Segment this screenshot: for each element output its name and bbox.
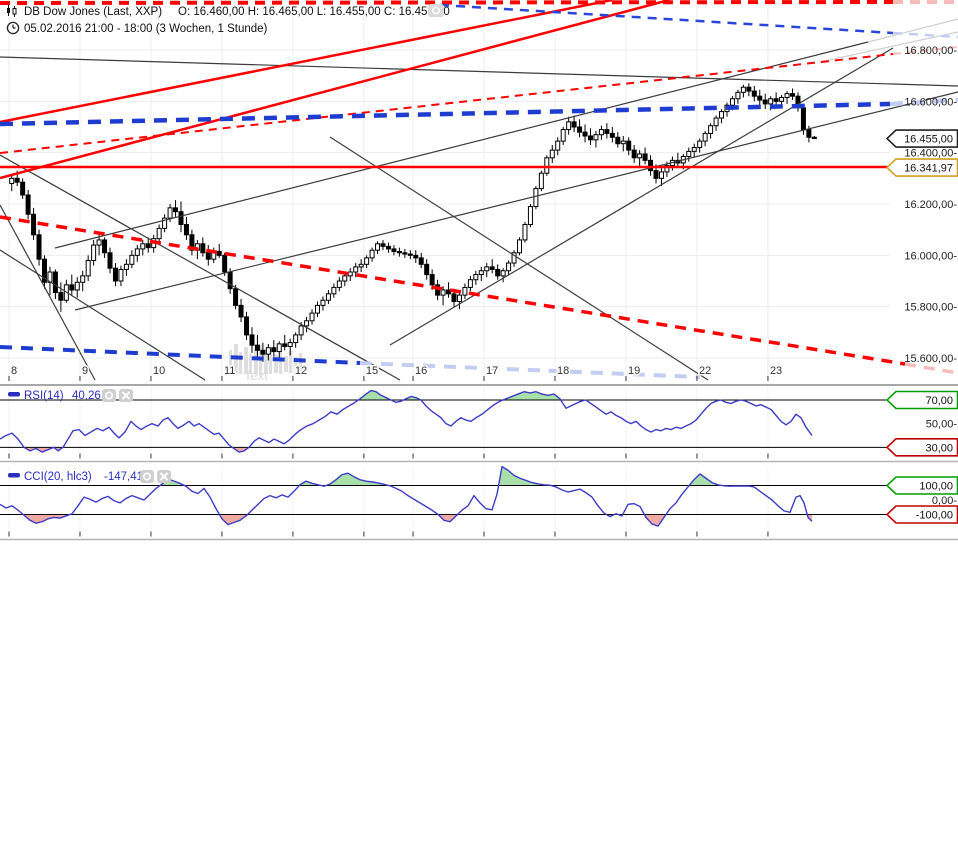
trendline[interactable] [54, 41, 869, 249]
trendline[interactable] [867, 18, 958, 43]
time-axis-label: 15 [366, 365, 378, 377]
trendline[interactable] [0, 0, 670, 180]
svg-text:16.341,97: 16.341,97 [904, 163, 953, 175]
rsi-close-button[interactable] [119, 389, 133, 402]
gridlines [0, 0, 890, 529]
candlestick-icon [7, 5, 17, 17]
price-axis-label: 15.800,00- [904, 302, 957, 314]
trendline[interactable] [74, 91, 958, 311]
time-axis-label: 19 [628, 365, 640, 377]
snapshot-button[interactable] [428, 4, 444, 17]
time-range-readout: 05.02.2016 21:00 - 18:00 (3 Wochen, 1 St… [24, 23, 268, 35]
trendline[interactable] [0, 53, 894, 154]
cci-mid-label: 0,00- [932, 495, 957, 507]
last-price-tag: 16.455,00 [885, 129, 958, 148]
time-axis-label: 22 [699, 365, 711, 377]
ohlc-readout: O: 16.460,00 H: 16.465,00 L: 16.455,00 C… [178, 6, 450, 18]
price-axis-label: 16.600,00- [904, 96, 957, 108]
time-axis-label: 12 [295, 365, 307, 377]
time-axis-label: 18 [557, 365, 569, 377]
svg-text:16.455,00: 16.455,00 [904, 134, 953, 146]
rsi-settings-button[interactable] [102, 389, 116, 402]
time-axis-label: 23 [770, 365, 782, 377]
trendlines[interactable] [0, 0, 958, 381]
trendline[interactable] [892, 31, 958, 39]
svg-text:30,00: 30,00 [925, 442, 953, 454]
rsi-upper-tag: 70,00 [885, 390, 958, 410]
trendline[interactable] [819, 31, 958, 63]
svg-text:70,00: 70,00 [925, 395, 953, 407]
time-axis-label: 17 [486, 365, 498, 377]
trendline[interactable] [0, 345, 361, 365]
price-axis-label: 16.400,00- [904, 148, 957, 160]
svg-text:Text: Text [244, 368, 268, 383]
clock-icon [6, 21, 20, 35]
cci-legend: CCI(20, hlc3) -147,41 [8, 470, 171, 483]
trendline[interactable] [0, 249, 206, 381]
price-axis-label: 16.000,00- [904, 250, 957, 262]
trendline[interactable] [889, 97, 958, 107]
time-axis-label: 9 [82, 365, 88, 377]
chart-header: DB Dow Jones (Last, XXP) O: 16.460,00 H:… [6, 4, 450, 35]
trendline[interactable] [0, 0, 894, 5]
svg-text:100,00: 100,00 [919, 481, 953, 493]
price-axis-label: 16.200,00- [904, 199, 957, 211]
price-axis-label: 16.800,00- [904, 45, 957, 57]
price-axis-label: 15.600,00- [904, 353, 957, 365]
trendline[interactable] [329, 136, 709, 381]
rsi-label: RSI(14) [24, 390, 64, 402]
rsi-line-swatch [8, 392, 20, 397]
rsi-mid-label: 50,00- [926, 419, 958, 431]
time-axis-label: 10 [153, 365, 165, 377]
cci-upper-tag: 100,00 [885, 476, 958, 495]
trendline[interactable] [0, 215, 906, 366]
watermark: Text [229, 344, 302, 383]
trendline[interactable] [389, 47, 894, 346]
trendline[interactable] [892, 46, 958, 55]
hline-price-tag[interactable]: 16.341,97 [885, 158, 958, 177]
rsi-lower-tag: 30,00 [885, 438, 958, 457]
cci-line-swatch [8, 473, 20, 478]
cci-close-button[interactable] [157, 470, 171, 483]
cci-lower-tag: -100,00 [885, 505, 958, 524]
candles [9, 83, 817, 362]
trendline[interactable] [439, 3, 894, 35]
time-axis-label: 11 [224, 365, 235, 377]
cci-settings-button[interactable] [140, 470, 154, 483]
trendline[interactable] [0, 56, 958, 87]
axes: 8 9 10 11 12 15 16 17 18 19 22 23 16.800,00- 16.600,0… [8, 45, 958, 537]
time-axis-label: 8 [11, 365, 17, 377]
trendline[interactable] [359, 361, 701, 379]
indicator-panels [0, 384, 958, 541]
trendline[interactable] [0, 204, 96, 381]
instrument-title: DB Dow Jones (Last, XXP) [24, 6, 162, 18]
rsi-legend: RSI(14) 40,26 [8, 389, 133, 402]
rsi-value: 40,26 [72, 390, 101, 402]
trendline[interactable] [0, 154, 401, 381]
cci-label: CCI(20, hlc3) [24, 471, 92, 483]
svg-text:-100,00: -100,00 [916, 510, 953, 522]
time-axis-label: 16 [415, 365, 427, 377]
trendline[interactable] [904, 362, 958, 375]
trendline[interactable] [0, 101, 891, 127]
trendline[interactable] [0, 0, 613, 124]
cci-value: -147,41 [104, 471, 143, 483]
